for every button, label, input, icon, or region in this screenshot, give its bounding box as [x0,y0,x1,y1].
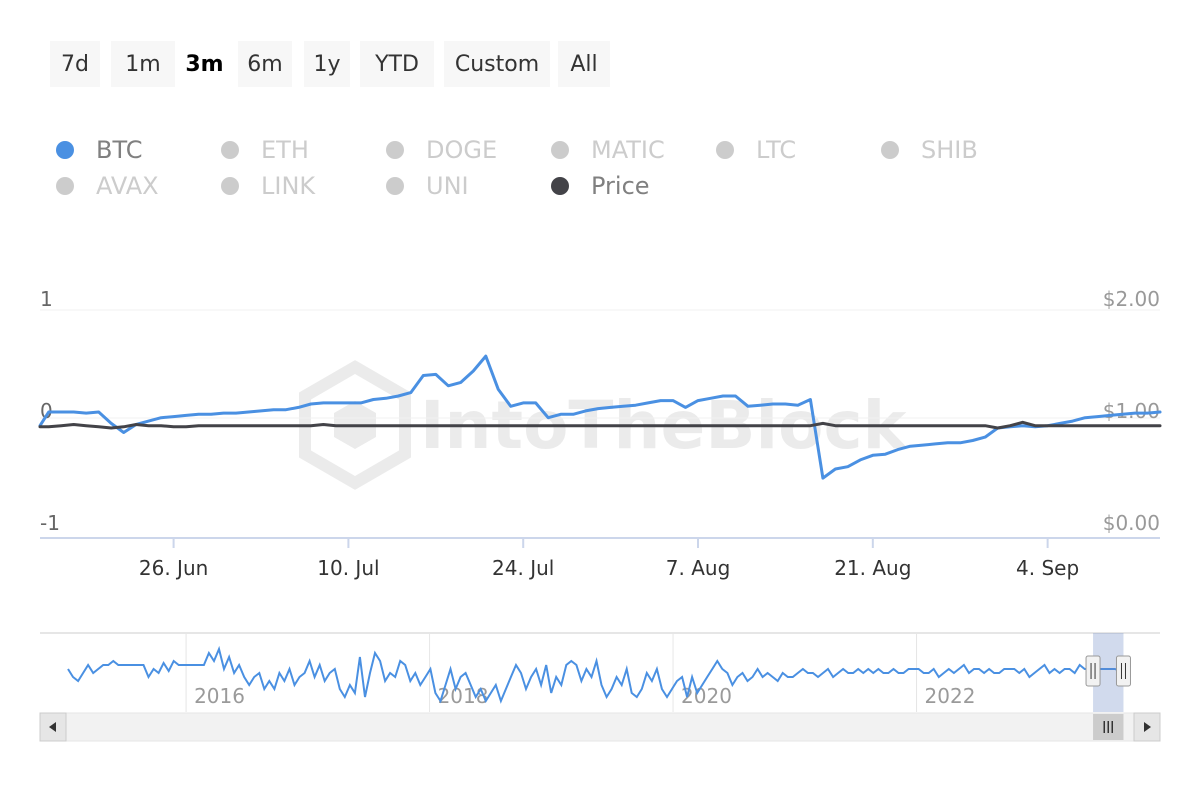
arrow-right-icon [1144,722,1151,732]
legend-item-shib[interactable]: SHIB [881,134,978,166]
legend-dot-icon [56,141,74,159]
x-tick-label: 26. Jun [139,556,208,580]
range-button-6m[interactable]: 6m [238,41,292,87]
grid [40,309,1160,539]
legend-item-ltc[interactable]: LTC [716,134,796,166]
y-right-tick-label: $0.00 [1103,511,1160,535]
range-button-all[interactable]: All [558,41,610,87]
range-button-custom[interactable]: Custom [444,41,550,87]
y-left-tick-label: -1 [40,511,60,535]
range-button-3m[interactable]: 3m [176,41,233,87]
scroll-right-button[interactable] [1133,712,1161,742]
navigator-handle-right[interactable] [1115,655,1131,687]
legend-item-doge[interactable]: DOGE [386,134,497,166]
legend-item-eth[interactable]: ETH [221,134,309,166]
legend-dot-icon [221,177,239,195]
x-tick-label: 4. Sep [1016,556,1079,580]
series-line-btc[interactable] [38,354,1162,480]
legend-dot-icon [386,177,404,195]
navigator-year-label: 2016 [194,684,245,708]
legend-item-price[interactable]: Price [551,170,650,202]
x-tick-label: 10. Jul [317,556,379,580]
legend-dot-icon [56,177,74,195]
x-tick-label: 21. Aug [834,556,911,580]
range-button-1m[interactable]: 1m [111,41,175,87]
scrollbar-track[interactable] [39,712,1161,742]
range-button-7d[interactable]: 7d [50,41,100,87]
y-axis-right: $2.00 $1.00 $0.00 [1103,287,1160,535]
legend-item-matic[interactable]: MATIC [551,134,665,166]
scrollbar[interactable] [39,712,1161,742]
legend-item-link[interactable]: LINK [221,170,315,202]
x-axis: 26. Jun 10. Jul 24. Jul 7. Aug 21. Aug 4. Sep [139,538,1079,580]
arrow-left-icon [49,722,56,732]
navigator[interactable]: 2016 2018 2020 2022 [40,632,1160,712]
range-button-ytd[interactable]: YTD [360,41,434,87]
legend-label: SHIB [921,136,978,164]
y-left-tick-label: 0 [40,399,53,423]
legend-label: ETH [261,136,309,164]
x-tick-label: 24. Jul [492,556,554,580]
x-tick-label: 7. Aug [666,556,731,580]
series-line-price[interactable] [38,420,1162,430]
range-button-1y[interactable]: 1y [304,41,350,87]
legend-label: DOGE [426,136,498,164]
legend-label: LTC [756,136,797,164]
y-left-tick-label: 1 [40,287,53,311]
legend-label: MATIC [591,136,665,164]
y-right-tick-label: $2.00 [1103,287,1160,311]
legend-dot-icon [716,141,734,159]
scrollbar-thumb[interactable] [1093,714,1124,740]
navigator-handle-left[interactable] [1085,655,1101,687]
scroll-left-button[interactable] [39,712,67,742]
y-axis-left: 1 0 -1 [40,287,60,535]
navigator-year-label: 2022 [925,684,976,708]
legend-dot-icon [881,141,899,159]
legend-label: BTC [96,136,143,164]
navigator-series-line [67,645,1126,704]
legend-item-uni[interactable]: UNI [386,170,469,202]
legend-item-avax[interactable]: AVAX [56,170,159,202]
legend-label: LINK [261,172,316,200]
legend-label: AVAX [96,172,159,200]
legend-label: UNI [426,172,469,200]
legend-label: Price [591,172,650,200]
legend-dot-icon [551,177,569,195]
series-layer [38,354,1162,480]
y-right-tick-label: $1.00 [1103,399,1160,423]
legend-item-btc[interactable]: BTC [56,134,142,166]
legend-dot-icon [221,141,239,159]
legend-dot-icon [551,141,569,159]
legend-dot-icon [386,141,404,159]
navigator-year-label: 2018 [438,684,489,708]
